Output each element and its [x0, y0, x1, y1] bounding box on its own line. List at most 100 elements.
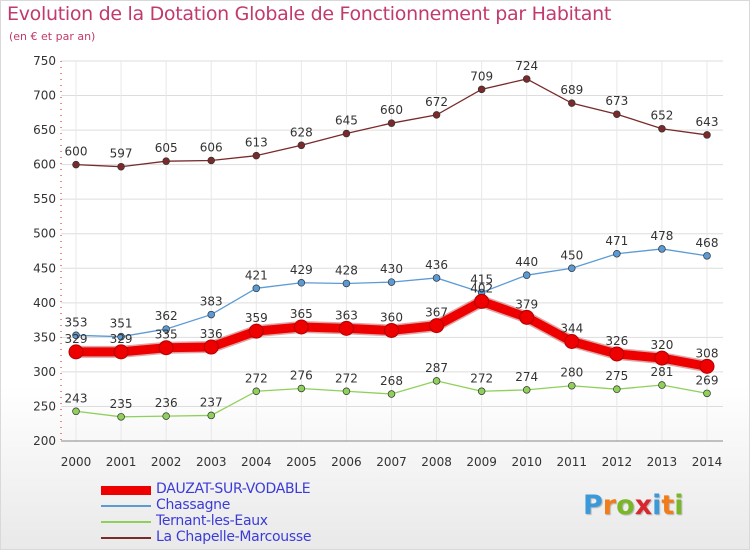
series-point [203, 339, 219, 355]
data-label: 353 [65, 315, 88, 329]
series-point [162, 412, 170, 420]
data-label: 308 [696, 346, 719, 360]
data-label: 274 [515, 370, 538, 384]
logo-letter: r [602, 490, 617, 521]
series-point [72, 160, 80, 169]
x-tick-label: 2004 [241, 455, 272, 469]
data-label: 269 [696, 373, 719, 387]
x-tick-label: 2009 [466, 455, 497, 469]
data-label: 724 [515, 59, 538, 73]
series-point [703, 389, 711, 398]
data-label: 600 [65, 145, 88, 159]
data-label: 383 [200, 295, 223, 309]
data-label: 363 [335, 308, 358, 322]
y-tick-label: 750 [33, 54, 56, 68]
series-point [162, 157, 170, 165]
data-label: 367 [425, 306, 448, 320]
data-label: 280 [560, 366, 583, 380]
data-label: 276 [290, 368, 313, 382]
series-point [613, 250, 621, 258]
data-label: 336 [200, 327, 223, 341]
data-label: 450 [560, 248, 583, 262]
data-label: 272 [335, 371, 358, 385]
x-tick-label: 2012 [602, 455, 633, 469]
legend-label: DAUZAT-SUR-VODABLE [156, 481, 311, 497]
data-label: 672 [425, 95, 448, 109]
legend-swatch [101, 486, 151, 495]
series-point [699, 358, 715, 374]
x-tick-label: 2010 [511, 455, 542, 469]
series-point [432, 274, 441, 282]
data-label: 652 [650, 109, 673, 123]
logo-letter: o [616, 490, 635, 521]
series-point [564, 334, 580, 350]
x-tick-label: 2006 [331, 455, 362, 469]
series-point [432, 377, 441, 385]
series-point [342, 279, 351, 288]
data-label: 379 [515, 297, 538, 311]
y-tick-label: 400 [33, 296, 56, 310]
data-label: 275 [605, 369, 628, 383]
data-label: 606 [200, 140, 223, 154]
legend-label: Ternant-les-Eaux [156, 513, 268, 529]
legend-swatch [101, 537, 151, 539]
series-point [252, 387, 261, 396]
data-label: 268 [380, 374, 403, 388]
series-point [477, 85, 486, 94]
data-label: 605 [155, 141, 178, 155]
series-point [519, 309, 535, 325]
data-label: 689 [560, 83, 583, 97]
series-point [703, 131, 711, 139]
series-point [113, 344, 129, 360]
x-tick-label: 2005 [286, 455, 317, 469]
series-point [342, 129, 351, 138]
proxiti-logo: Proxiti [583, 490, 684, 521]
x-tick-label: 2002 [151, 455, 182, 469]
data-label: 344 [560, 322, 583, 336]
data-label: 243 [65, 391, 88, 405]
x-tick-label: 2007 [376, 455, 407, 469]
data-label: 281 [650, 365, 673, 379]
data-label: 428 [335, 263, 358, 277]
data-label: 335 [155, 328, 178, 342]
series-point [72, 407, 80, 416]
x-tick-label: 2003 [196, 455, 227, 469]
y-tick-label: 650 [33, 123, 56, 137]
data-label: 287 [425, 361, 448, 375]
data-label: 362 [155, 309, 178, 323]
series-point [117, 162, 125, 171]
series-point [522, 386, 531, 394]
data-label: 429 [290, 263, 313, 277]
x-tick-label: 2014 [692, 455, 723, 469]
logo-letter: x [634, 490, 653, 521]
data-label: 272 [470, 371, 493, 385]
series-point [387, 119, 396, 127]
series-point [474, 293, 490, 309]
series-point [477, 387, 486, 396]
series-point [613, 385, 621, 393]
series-point [658, 245, 666, 253]
series-point [432, 111, 441, 119]
y-tick-label: 200 [33, 434, 56, 448]
series-point [658, 381, 666, 389]
data-label: 643 [696, 115, 719, 129]
series-point [613, 110, 621, 118]
y-tick-label: 700 [33, 89, 56, 103]
chart-title: Evolution de la Dotation Globale de Fonc… [7, 3, 612, 25]
data-label: 709 [470, 69, 493, 83]
y-tick-label: 450 [33, 261, 56, 275]
y-tick-label: 600 [33, 158, 56, 172]
data-label: 359 [245, 311, 268, 325]
data-label: 236 [155, 396, 178, 410]
data-label: 402 [470, 281, 493, 295]
data-label: 660 [380, 103, 403, 117]
legend-swatch [101, 505, 151, 507]
series-point [568, 381, 576, 390]
data-label: 272 [245, 371, 268, 385]
logo-letter: P [583, 490, 603, 521]
series-point [654, 350, 670, 366]
series-point [522, 75, 531, 83]
data-label: 329 [65, 332, 88, 346]
series-point [658, 124, 666, 133]
